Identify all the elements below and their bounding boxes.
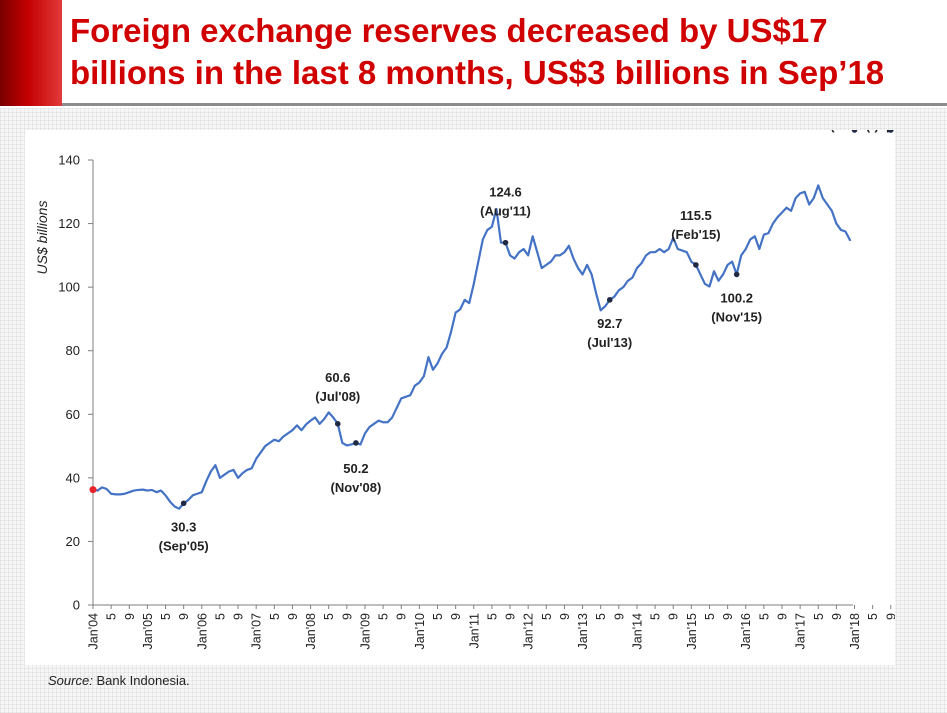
x-tick-label: 9 <box>177 613 191 620</box>
x-tick-label: 5 <box>757 613 771 620</box>
x-tick-label: 5 <box>213 613 227 620</box>
annotation-date-label: (Jul'08) <box>315 389 360 404</box>
x-tick-label: 5 <box>322 613 336 620</box>
y-tick-label: 80 <box>66 343 80 358</box>
source-text: Bank Indonesia. <box>96 673 190 688</box>
annotation-point-marker <box>353 440 359 446</box>
annotation-date-label: (Aug'11) <box>480 204 531 219</box>
annotation-value-label: 60.6 <box>325 370 350 385</box>
x-tick-label: 9 <box>504 613 518 620</box>
x-tick-label: Jan'12 <box>522 613 536 649</box>
x-tick-label: Jan'07 <box>250 613 264 649</box>
x-tick-label: Jan'09 <box>358 613 372 649</box>
x-tick-label: 9 <box>612 613 626 620</box>
x-tick-label: Jan'10 <box>413 613 427 649</box>
source-note: Source: Bank Indonesia. <box>48 673 190 688</box>
x-tick-label: 9 <box>123 613 137 620</box>
x-tick-label: Jan'05 <box>141 613 155 649</box>
slide-title-line-1: Foreign exchange reserves decreased by U… <box>70 12 828 49</box>
slide-title-line-2: billions in the last 8 months, US$3 bill… <box>70 54 885 91</box>
annotation-point-marker <box>502 239 509 246</box>
x-tick-label: Jan'14 <box>630 613 644 649</box>
start-point-marker <box>89 486 97 494</box>
x-tick-label: Jan'18 <box>848 613 862 649</box>
x-tick-label: 9 <box>776 613 790 620</box>
y-tick-label: 140 <box>58 153 80 168</box>
x-tick-label: Jan'04 <box>87 613 101 649</box>
y-tick-label: 40 <box>66 470 80 485</box>
x-tick-label: 5 <box>485 613 499 620</box>
x-tick-label: 5 <box>268 613 282 620</box>
annotation-point-marker <box>180 500 187 507</box>
y-tick-label: 0 <box>73 598 80 613</box>
annotation-date-label: (Sep'05) <box>159 538 209 553</box>
annotation-date-label: (Nov'15) <box>711 309 762 324</box>
x-tick-label: 5 <box>703 613 717 620</box>
x-tick-label: 5 <box>377 613 391 620</box>
x-tick-label: 5 <box>105 613 119 620</box>
x-tick-label: Jan'16 <box>739 613 753 649</box>
y-tick-label: 100 <box>58 280 80 295</box>
x-tick-label: 9 <box>667 613 681 620</box>
x-tick-label: Jan'13 <box>576 613 590 649</box>
title-area <box>62 0 947 106</box>
x-tick-label: 9 <box>884 613 895 620</box>
title-accent-band <box>0 0 62 106</box>
x-tick-label: 9 <box>449 613 463 620</box>
y-tick-label: 20 <box>66 534 80 549</box>
annotation-point-marker <box>334 421 341 427</box>
annotation-point-marker <box>733 271 740 278</box>
annotation-date-label: (Feb'15) <box>671 227 720 242</box>
x-tick-label: 9 <box>395 613 409 620</box>
source-label: Source: <box>48 673 93 688</box>
x-tick-label: Jan'08 <box>304 613 318 649</box>
annotation-value-label: 92.7 <box>597 316 622 331</box>
x-tick-label: 9 <box>721 613 735 620</box>
x-tick-label: 5 <box>159 613 173 620</box>
x-tick-label: 5 <box>594 613 608 620</box>
x-tick-label: 5 <box>431 613 445 620</box>
y-tick-label: 60 <box>66 407 80 422</box>
annotation-value-label: 124.6 <box>489 185 522 200</box>
x-tick-label: 5 <box>649 613 663 620</box>
x-tick-label: 9 <box>232 613 246 620</box>
x-tick-label: Jan'15 <box>685 613 699 649</box>
slide-title: Foreign exchange reserves decreased by U… <box>70 10 940 94</box>
annotation-date-label: (Jul'13) <box>587 335 632 350</box>
chart-card: 0 20 40 60 80 100 120 140 US$ billions Jan'04 5 9 Ja… <box>25 118 916 665</box>
annotation-value-label: 100.2 <box>720 290 753 305</box>
x-tick-label: 5 <box>866 613 880 620</box>
annotation-value-label: 115.5 <box>680 208 712 223</box>
x-tick-label: 9 <box>558 613 572 620</box>
reserves-series-line <box>91 184 852 510</box>
annotation-value-label: 30.3 <box>171 519 196 534</box>
x-tick-label: Jan'11 <box>467 613 481 649</box>
x-tick-label: 9 <box>340 613 354 620</box>
chart-annotations: 30.3 (Sep'05) 60.6 (Jul'08) 50.2 (Nov'08) 124.… <box>159 118 916 553</box>
chart-markers <box>89 127 894 507</box>
y-tick-label: 120 <box>58 216 80 231</box>
x-tick-label: 9 <box>286 613 300 620</box>
x-tick-label: Jan'17 <box>794 613 808 649</box>
title-divider <box>62 103 947 106</box>
y-axis-title: US$ billions <box>34 201 50 275</box>
annotation-date-label: (Sep'18) <box>866 130 895 133</box>
x-tick-label: 5 <box>812 613 826 620</box>
annotation-point-marker <box>693 262 699 268</box>
x-tick-label: 9 <box>830 613 844 620</box>
x-tick-label: Jan'06 <box>195 613 209 649</box>
annotation-point-marker <box>606 297 613 303</box>
annotation-date-label: (Nov'08) <box>331 480 382 495</box>
annotation-value-label: 50.2 <box>343 461 368 476</box>
x-tick-label: 5 <box>540 613 554 620</box>
